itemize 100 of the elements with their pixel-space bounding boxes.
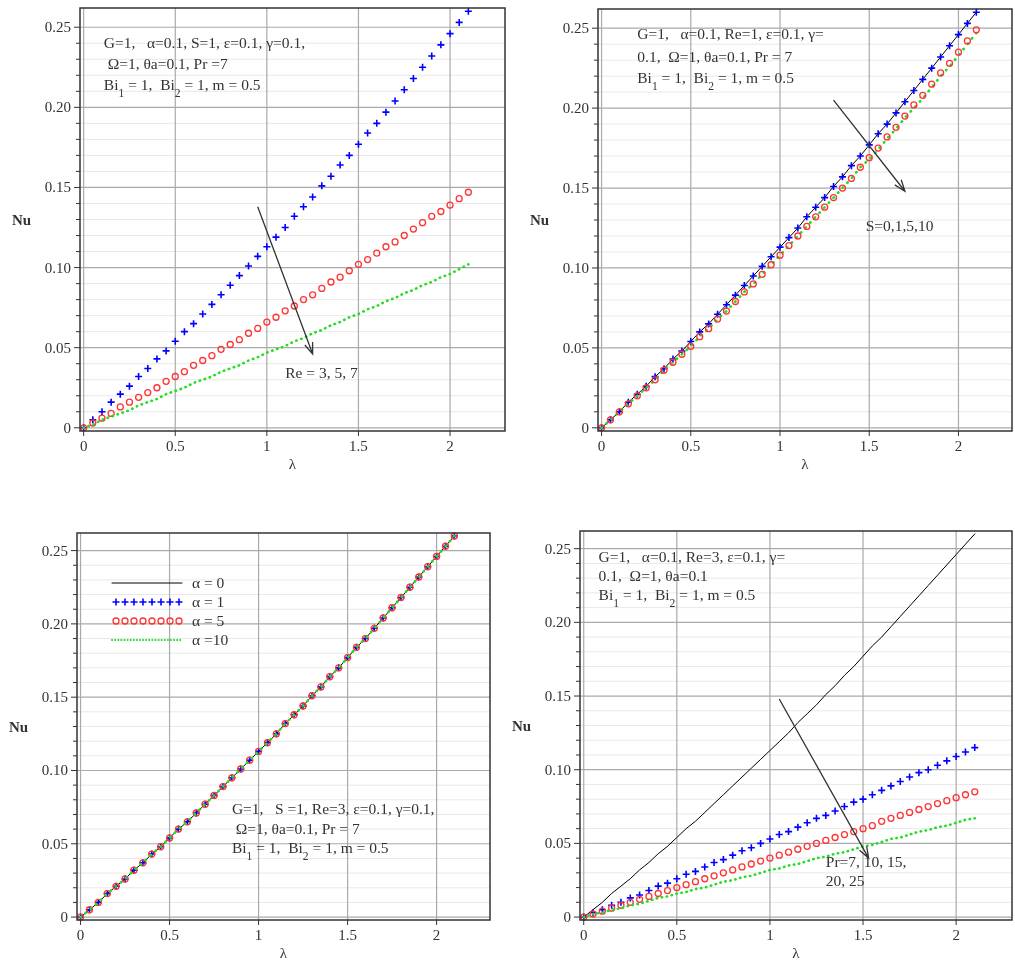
point <box>171 372 179 381</box>
point <box>281 307 289 315</box>
point <box>802 818 812 828</box>
point <box>391 238 399 246</box>
y-tick-label: 0.20 <box>544 614 571 631</box>
point <box>400 231 408 240</box>
annotation: S=0,1,5,10 <box>865 217 934 235</box>
point <box>812 839 821 848</box>
point <box>687 342 695 350</box>
point <box>608 904 616 912</box>
y-tick-label: 0 <box>563 909 571 926</box>
point <box>326 171 336 181</box>
point <box>625 893 635 903</box>
point <box>933 799 942 808</box>
point <box>180 368 189 376</box>
y-tick-label: 0.20 <box>562 100 589 117</box>
point <box>678 350 686 358</box>
annotation: Bi$_{1}$ = 1, Bi$_{2}$ = 1, m = 0.5 <box>103 75 261 100</box>
point <box>883 133 891 141</box>
x-tick-label: 1 <box>766 927 774 943</box>
point <box>748 271 758 281</box>
legend-label: α = 5 <box>192 612 225 629</box>
point <box>254 324 262 333</box>
annotation: Re = 3, 5, 7 <box>285 364 358 382</box>
x-tick-label: 0.5 <box>681 438 701 454</box>
point <box>217 345 225 353</box>
y-tick-label: 0.10 <box>562 259 589 276</box>
point <box>116 403 124 411</box>
point <box>892 123 900 131</box>
point <box>963 37 972 45</box>
point <box>850 827 858 836</box>
point <box>235 336 244 344</box>
point <box>722 307 731 315</box>
point <box>891 108 901 118</box>
y-tick-label: 0.10 <box>41 762 68 779</box>
point <box>651 376 659 384</box>
point <box>189 361 198 369</box>
point <box>830 806 840 816</box>
point <box>363 255 372 264</box>
point <box>696 333 704 341</box>
point <box>858 794 868 804</box>
point <box>943 797 951 805</box>
annotation: 0.1, Ω=1, θa=0.1 <box>598 567 708 585</box>
line-series <box>82 263 470 430</box>
point <box>654 889 662 898</box>
point <box>758 270 766 278</box>
x-tick-label: 0 <box>597 438 606 454</box>
y-axis-title: Nu <box>12 211 32 228</box>
point <box>882 119 892 129</box>
point <box>335 160 345 170</box>
point <box>271 232 281 242</box>
point <box>700 862 710 872</box>
point <box>794 232 802 240</box>
annotation: Pr=7, 10, 15, <box>825 852 907 870</box>
y-tick-label: 0.15 <box>41 689 68 706</box>
x-axis-title: λ <box>279 945 288 961</box>
point <box>626 898 634 906</box>
point <box>134 393 143 401</box>
point <box>803 222 811 231</box>
point <box>847 174 856 183</box>
point <box>811 202 821 212</box>
y-tick-label: 0.05 <box>562 339 589 356</box>
y-tick-label: 0 <box>60 909 68 926</box>
point <box>317 181 327 191</box>
x-tick-label: 0 <box>79 438 88 454</box>
point <box>290 302 298 310</box>
point <box>170 336 180 346</box>
point <box>961 791 970 799</box>
point <box>263 318 271 326</box>
x-axis-title: λ <box>288 456 297 472</box>
point <box>653 881 663 891</box>
point <box>97 407 107 417</box>
annotation: Ω=1, θa=0.1, Pr =7 <box>103 54 229 72</box>
point <box>737 846 747 856</box>
y-tick-label: 0.20 <box>41 615 68 632</box>
point <box>838 184 847 192</box>
point <box>859 824 867 833</box>
annotation: Bi$_{1}$ = 1, Bi$_{2}$ = 1, m = 0.5 <box>231 838 389 863</box>
y-tick-label: 0.15 <box>544 688 571 705</box>
y-axis-title: Nu <box>9 718 29 735</box>
x-tick-label: 1 <box>254 927 263 943</box>
point <box>418 219 427 227</box>
point <box>856 163 864 171</box>
x-axis-title: λ <box>801 456 810 472</box>
point <box>299 295 308 304</box>
y-axis-title: Nu <box>512 717 532 734</box>
point <box>244 329 253 337</box>
point <box>923 765 933 774</box>
y-tick-label: 0.20 <box>44 99 71 116</box>
point <box>669 358 677 366</box>
annotation: 0.1, Ω=1, θa=0.1, Pr = 7 <box>637 47 793 65</box>
point <box>98 414 106 422</box>
point <box>427 51 437 61</box>
y-axis-title: Nu <box>530 212 550 228</box>
point <box>208 352 216 360</box>
point <box>144 388 152 397</box>
point <box>663 886 672 895</box>
point <box>162 377 170 385</box>
point <box>896 811 904 820</box>
point <box>840 830 849 839</box>
